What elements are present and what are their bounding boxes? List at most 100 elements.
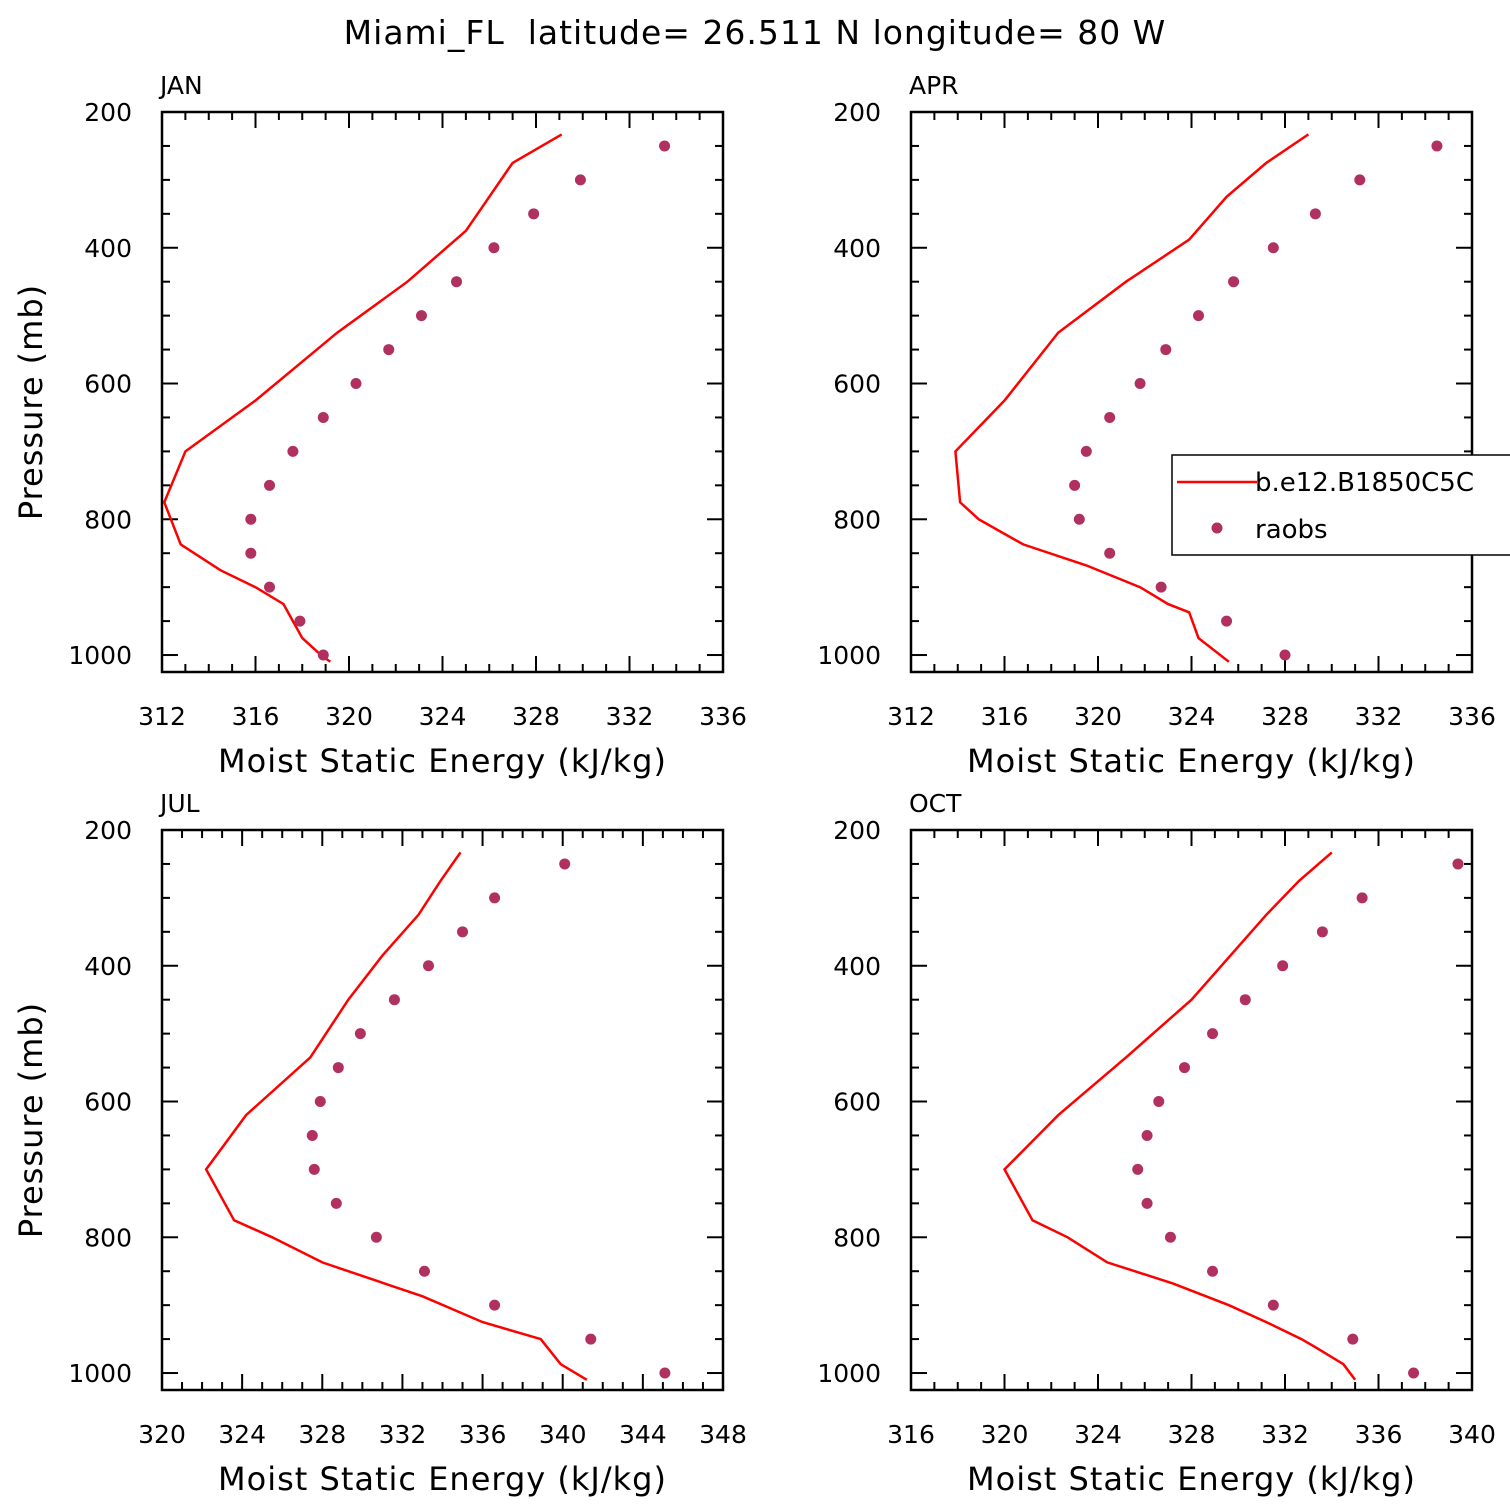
model-series-line <box>204 851 588 1381</box>
legend-label-raobs: raobs <box>1255 515 1328 545</box>
raobs-point <box>1153 1096 1165 1108</box>
raobs-point <box>1073 513 1085 525</box>
raobs-point <box>1408 1367 1420 1379</box>
raobs-point <box>457 926 469 938</box>
raobs-point <box>1221 615 1233 627</box>
raobs-point <box>1207 1265 1219 1277</box>
legend-label-model: b.e12.B1850C5C <box>1255 468 1474 498</box>
raobs-point <box>1132 1163 1144 1175</box>
panel-title: OCT <box>909 789 962 818</box>
y-axis-label: Pressure (mb) <box>12 284 50 520</box>
y-tick-label: 800 <box>833 1223 881 1252</box>
raobs-point <box>245 547 257 559</box>
y-tick-label: 600 <box>84 370 132 399</box>
y-tick-label: 200 <box>84 816 132 845</box>
x-tick-label: 336 <box>1448 702 1496 731</box>
raobs-point <box>294 615 306 627</box>
x-tick-label: 340 <box>1448 1420 1496 1449</box>
panel-oct: OCT 316 320 324 328 332 336 340 200 400 600 800 1000… <box>817 789 1495 1498</box>
panel-jan: JAN 312 316 320 324 328 332 336 200 400 600 800 1000… <box>12 71 747 780</box>
raobs-point <box>1347 1333 1359 1345</box>
model-series-line <box>1002 851 1357 1381</box>
raobs-point <box>317 649 329 661</box>
figure-title: Miami_FL latitude= 26.511 N longitude= 8… <box>344 13 1167 52</box>
x-tick-label: 324 <box>218 1420 266 1449</box>
raobs-point <box>659 1367 671 1379</box>
raobs-point <box>306 1129 318 1141</box>
x-tick-label: 324 <box>1168 702 1216 731</box>
raobs-point <box>354 1028 366 1040</box>
plot-frame <box>160 110 725 674</box>
raobs-point <box>1356 892 1368 904</box>
raobs-point <box>1080 445 1092 457</box>
x-tick-label: 312 <box>138 702 186 731</box>
raobs-point <box>559 858 571 870</box>
x-tick-label: 316 <box>981 702 1029 731</box>
raobs-point <box>489 892 501 904</box>
raobs-point <box>314 1096 326 1108</box>
raobs-point <box>528 208 540 220</box>
x-tick-label: 336 <box>459 1420 507 1449</box>
raobs-point <box>350 378 362 390</box>
raobs-point <box>418 1265 430 1277</box>
raobs-point <box>1279 649 1291 661</box>
raobs-point <box>1452 858 1464 870</box>
raobs-point <box>388 994 400 1006</box>
raobs-point <box>1239 994 1251 1006</box>
legend-box <box>1171 454 1510 556</box>
y-tick-label: 200 <box>833 816 881 845</box>
raobs-point <box>489 1299 501 1311</box>
x-tick-label: 328 <box>1168 1420 1216 1449</box>
raobs-point <box>287 445 299 457</box>
panel-jul: JUL 320 324 328 332 336 340 344 348 200 400 600 800 1… <box>12 789 747 1498</box>
raobs-point <box>488 242 500 254</box>
x-axis-label: Moist Static Energy (kJ/kg) <box>218 742 667 780</box>
model-series-line <box>954 133 1310 663</box>
x-tick-label: 320 <box>325 702 373 731</box>
y-tick-label: 800 <box>84 1223 132 1252</box>
raobs-point <box>264 581 276 593</box>
raobs-point <box>332 1062 344 1074</box>
raobs-point <box>1267 1299 1279 1311</box>
y-tick-label: 400 <box>84 952 132 981</box>
raobs-point <box>422 960 434 972</box>
y-tick-label: 1000 <box>817 641 881 670</box>
y-tick-label: 600 <box>833 370 881 399</box>
raobs-point <box>415 310 427 322</box>
y-tick-label: 400 <box>833 952 881 981</box>
raobs-point <box>1207 1028 1219 1040</box>
x-tick-label: 340 <box>539 1420 587 1449</box>
x-axis-label: Moist Static Energy (kJ/kg) <box>218 1460 667 1498</box>
raobs-point <box>1104 411 1116 423</box>
raobs-point <box>1155 581 1167 593</box>
x-tick-label: 324 <box>1074 1420 1122 1449</box>
panel-title: APR <box>909 71 959 100</box>
raobs-point <box>1164 1231 1176 1243</box>
raobs-point <box>317 411 329 423</box>
raobs-point <box>330 1197 342 1209</box>
x-tick-label: 336 <box>1355 1420 1403 1449</box>
panel-title: JAN <box>158 71 203 100</box>
x-tick-label: 328 <box>1261 702 1309 731</box>
raobs-point <box>574 174 586 186</box>
y-axis-label: Pressure (mb) <box>12 1002 50 1238</box>
raobs-point <box>1141 1197 1153 1209</box>
panels: JAN 312 316 320 324 328 332 336 200 400 600 800 1000… <box>12 71 1510 1498</box>
y-tick-label: 1000 <box>817 1359 881 1388</box>
x-tick-label: 320 <box>1074 702 1122 731</box>
raobs-point <box>1134 378 1146 390</box>
x-tick-label: 332 <box>1355 702 1403 731</box>
raobs-point <box>1141 1129 1153 1141</box>
panel-apr: APR 312 316 320 324 328 332 336 200 400 600 800 1000… <box>817 71 1495 780</box>
plot-frame <box>909 110 1474 674</box>
y-tick-label: 800 <box>84 505 132 534</box>
raobs-point <box>1069 479 1081 491</box>
raobs-point <box>370 1231 382 1243</box>
raobs-point <box>1228 276 1240 288</box>
raobs-point <box>245 513 257 525</box>
raobs-point <box>264 479 276 491</box>
x-tick-label: 344 <box>619 1420 667 1449</box>
x-tick-label: 332 <box>1261 1420 1309 1449</box>
y-tick-label: 800 <box>833 505 881 534</box>
